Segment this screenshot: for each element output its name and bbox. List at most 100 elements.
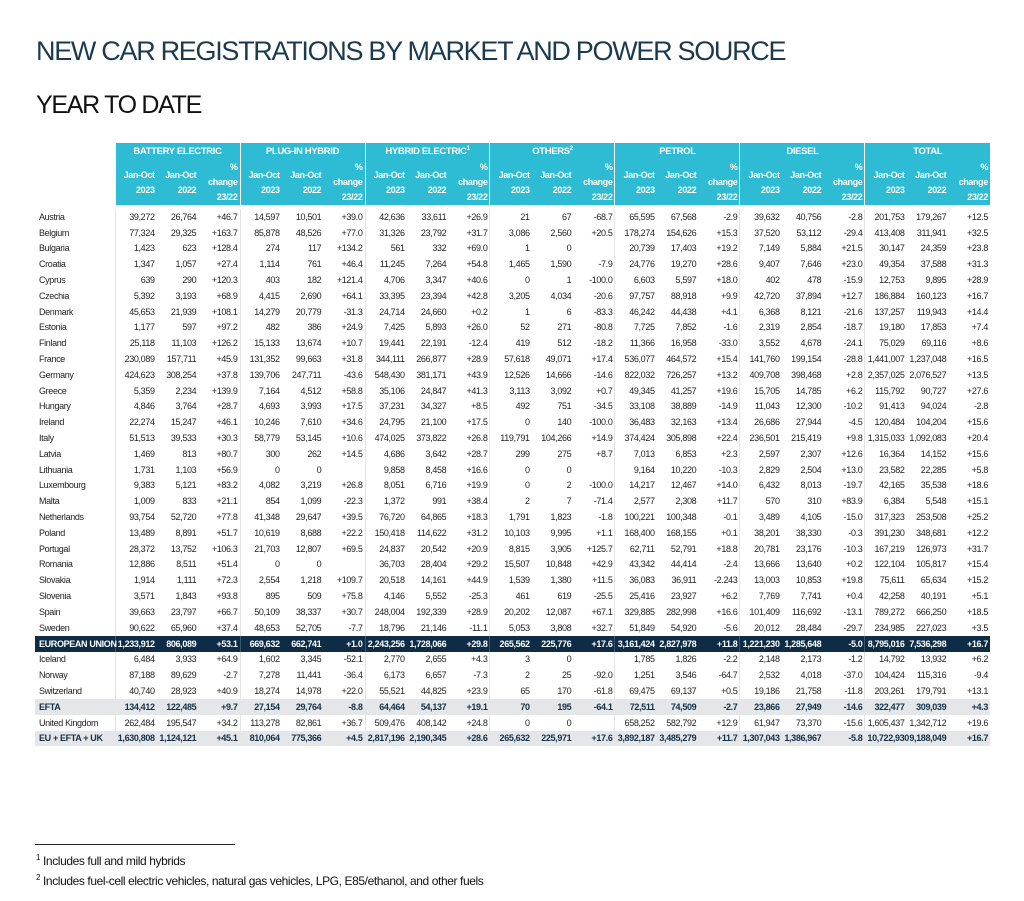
table-cell: +4.3 xyxy=(948,698,990,715)
column-header: Jan-Oct 2023 xyxy=(739,160,782,205)
table-cell: +44.9 xyxy=(466,575,488,586)
table-cell: 28,372 xyxy=(114,540,157,557)
table-cell: +46.4 xyxy=(341,259,363,270)
table-cell: +32.5 xyxy=(966,227,988,238)
table-cell: 49,071 xyxy=(545,354,572,365)
group-header: PLUG-IN HYBRID xyxy=(239,143,365,160)
table-cell: 15,247 xyxy=(170,417,197,428)
table-cell: 0 xyxy=(316,559,322,570)
table-cell: 2,690 xyxy=(300,290,322,301)
table-cell: 10,722,930 xyxy=(864,730,909,747)
table-cell: 44,825 xyxy=(420,686,447,696)
table-cell: +0.2 xyxy=(471,306,488,317)
table-cell: 40,756 xyxy=(795,211,822,222)
table-cell: 419 xyxy=(489,335,532,352)
column-header-year: 2023 xyxy=(636,184,655,195)
table-cell: +15.2 xyxy=(966,575,988,586)
table-cell: +1.1 xyxy=(596,527,613,538)
table-cell: 51,513 xyxy=(114,430,157,446)
table-cell: 9,407 xyxy=(739,256,782,273)
table-cell: 13,489 xyxy=(114,524,157,541)
table-cell: +163.7 xyxy=(211,227,238,238)
table-cell: 100,221 xyxy=(614,509,657,525)
table-cell: 90,622 xyxy=(114,619,157,636)
table-cell: 0 xyxy=(489,461,532,478)
table-cell: +11.7 xyxy=(698,730,740,747)
column-header: Jan-Oct 2023 xyxy=(614,160,657,205)
table-cell: 82,861 xyxy=(295,717,322,728)
market-name: Latvia xyxy=(39,448,61,459)
table-cell: +15.4 xyxy=(716,354,738,365)
table-cell: 662,741 xyxy=(281,635,324,652)
table-cell: 0 xyxy=(489,714,532,731)
table-cell: +27.4 xyxy=(216,259,238,270)
table-cell: 2,655 xyxy=(425,654,447,665)
column-header-year: 23/22 xyxy=(591,192,613,202)
table-cell: 41,257 xyxy=(670,385,697,396)
table-cell: 0 xyxy=(489,414,532,431)
market-name: Malta xyxy=(39,496,60,507)
table-cell: 64,865 xyxy=(420,512,447,523)
table-cell: 33,611 xyxy=(421,211,447,222)
group-header: PETROL xyxy=(614,143,740,160)
column-header: Jan-Oct 2022 xyxy=(531,160,574,205)
table-row: EU + EFTA + UK 1,630,808 1,124,121 +45.1 810… xyxy=(35,730,990,747)
table-cell: 8,121 xyxy=(800,306,822,317)
table-cell xyxy=(573,715,615,731)
table-cell: 8,795,016 xyxy=(864,635,907,652)
table-cell: 991 xyxy=(432,496,447,507)
table-row: Slovakia 1,914 1,111 +72.3 2,554 1,218 +109.7 2… xyxy=(35,572,990,589)
table-cell: -71.4 xyxy=(593,496,613,507)
table-cell: 90,727 xyxy=(920,385,947,396)
table-cell: 230,089 xyxy=(114,351,157,367)
table-cell: +8.7 xyxy=(596,448,613,459)
table-cell: 344,111 xyxy=(364,351,407,367)
table-cell: 822,032 xyxy=(614,366,657,383)
table-cell: +26.9 xyxy=(466,211,488,222)
table-cell: -8.8 xyxy=(323,698,365,715)
table-cell: 0 xyxy=(566,654,572,665)
table-cell: 2,817,196 xyxy=(364,730,407,747)
table-cell: +37.4 xyxy=(216,622,238,633)
table-cell: 93,754 xyxy=(114,509,157,525)
table-cell: +5.8 xyxy=(971,464,989,475)
table-cell: 3 xyxy=(489,651,532,668)
table-cell: 14,217 xyxy=(614,477,657,494)
table-cell: +0.1 xyxy=(721,527,738,538)
table-cell: 3,993 xyxy=(300,401,322,412)
table-cell: 8,688 xyxy=(300,527,322,538)
table-cell: 13,932 xyxy=(920,654,947,665)
table-cell: 150,418 xyxy=(364,524,407,541)
table-cell: -15.9 xyxy=(843,275,863,286)
table-cell: 20,779 xyxy=(295,306,322,317)
table-cell: 94,024 xyxy=(920,401,947,412)
group-label: DIESEL xyxy=(786,146,819,157)
table-cell: +31.3 xyxy=(966,259,988,270)
table-cell: +37.8 xyxy=(216,369,238,380)
table-cell: 3,092 xyxy=(550,385,572,396)
table-cell: 13,752 xyxy=(170,543,197,554)
table-row: Italy 51,513 39,533 +30.3 58,779 53,145 +10.6 4… xyxy=(35,430,990,446)
table-cell: +28.6 xyxy=(716,259,738,270)
table-cell: 582,792 xyxy=(666,717,697,728)
table-cell: 7,646 xyxy=(800,259,822,270)
table-cell: 7,610 xyxy=(300,417,322,428)
group-header: OTHERS2 xyxy=(489,143,615,160)
table-cell: +56.9 xyxy=(216,464,238,475)
market-name: Portugal xyxy=(39,543,70,554)
table-cell: 199,154 xyxy=(791,354,822,365)
table-cell: +69.5 xyxy=(341,543,363,554)
table-cell: 7,769 xyxy=(739,588,782,604)
table-cell: +26.8 xyxy=(341,480,363,491)
table-cell: 195,547 xyxy=(166,717,197,728)
table-cell: 3,933 xyxy=(175,654,197,665)
table-cell: +28.7 xyxy=(466,448,488,459)
table-cell: 24,795 xyxy=(364,414,407,431)
table-cell: 311,941 xyxy=(916,227,947,238)
table-cell xyxy=(323,462,365,478)
table-cell: 0 xyxy=(316,464,322,475)
column-header-period: Jan-Oct xyxy=(498,169,530,180)
market-name: Ireland xyxy=(39,417,65,428)
table-row: Sweden 90,622 65,960 +37.4 48,653 52,705 -7.7 1… xyxy=(35,619,990,636)
table-cell: -25.3 xyxy=(468,591,488,602)
